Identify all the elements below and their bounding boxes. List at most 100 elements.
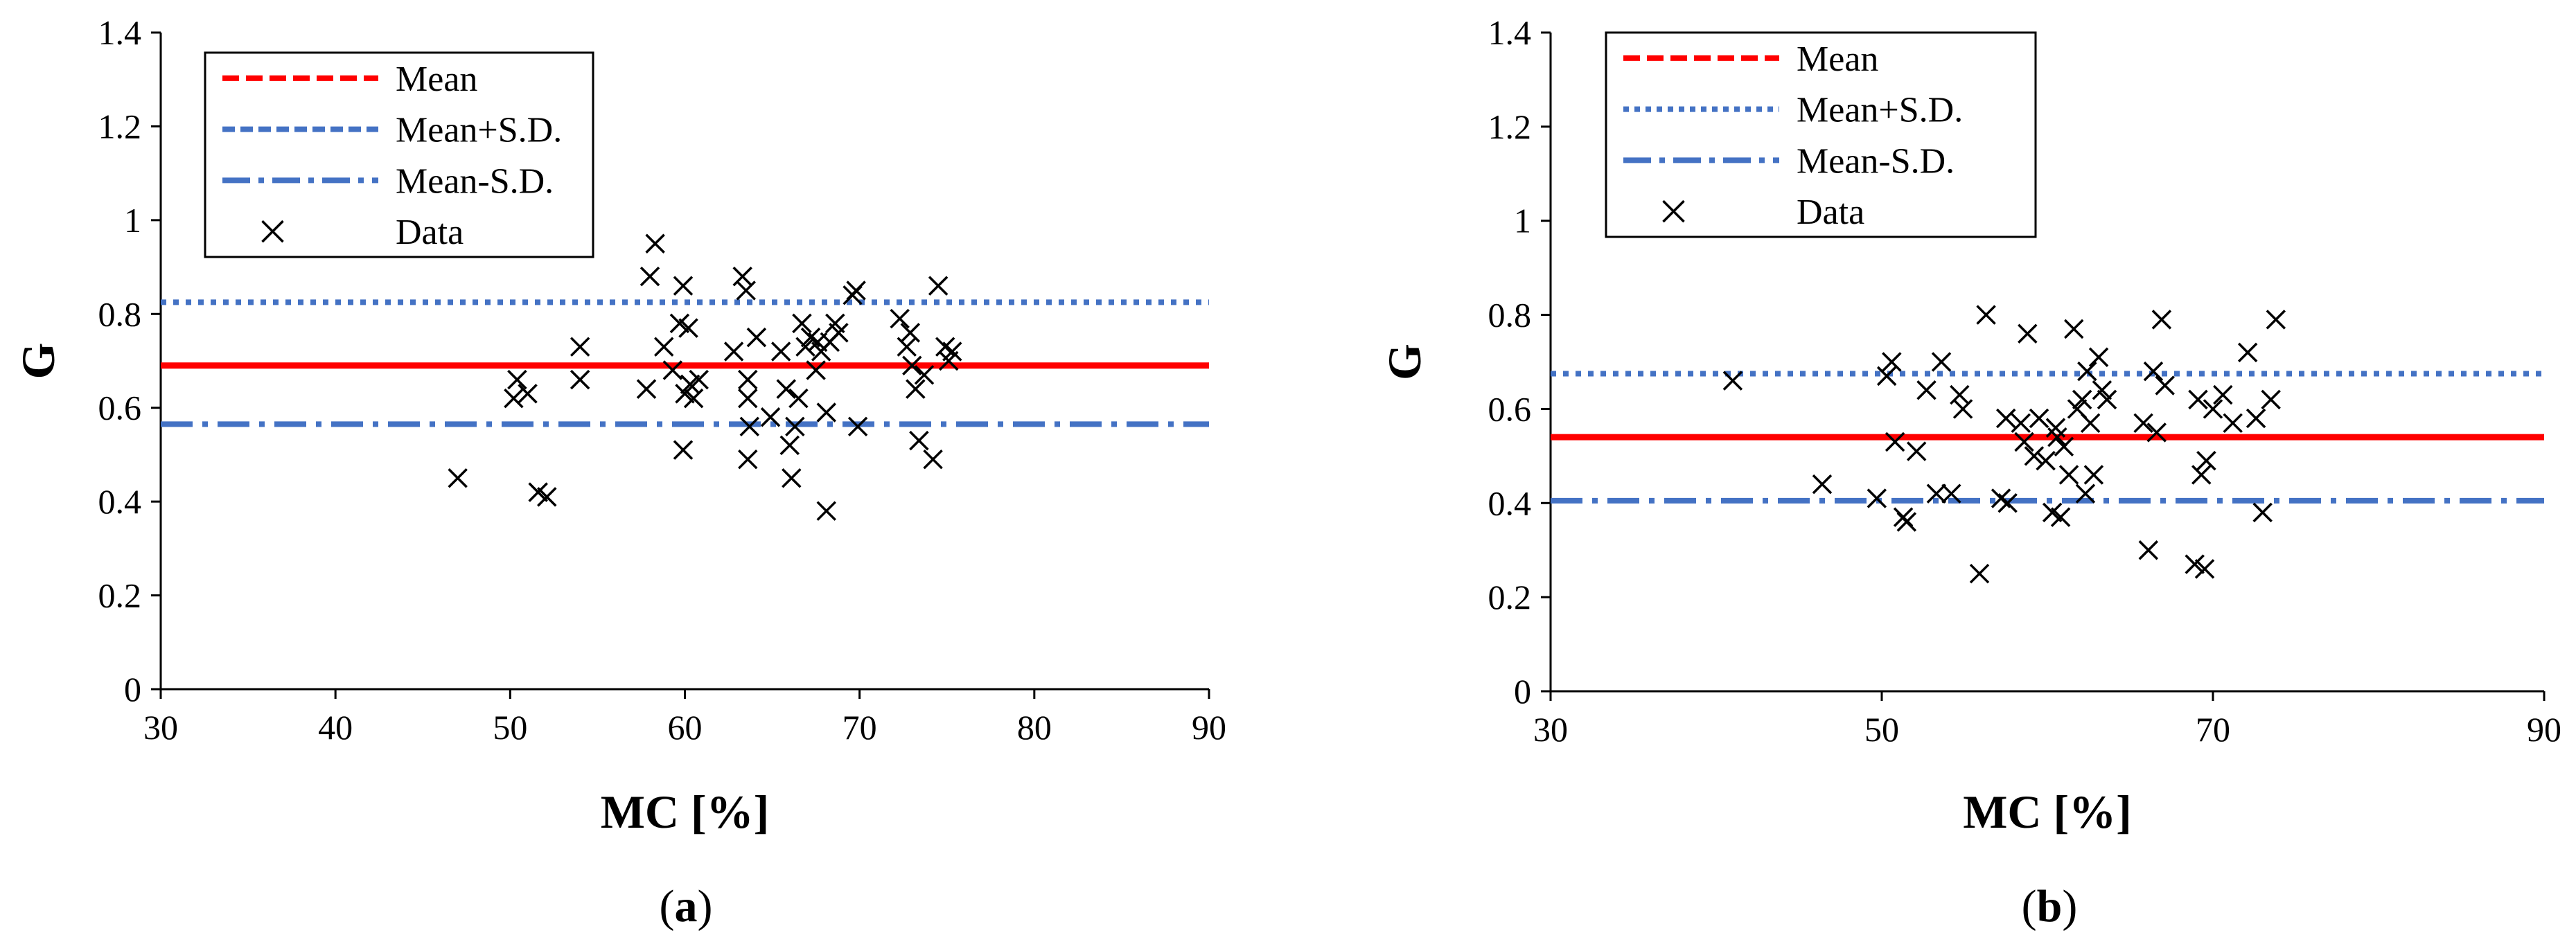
- data-point: [2064, 319, 2084, 339]
- data-point: [1996, 408, 2016, 429]
- data-point: [636, 379, 657, 399]
- data-point: [1906, 441, 1927, 461]
- data-point: [770, 341, 791, 362]
- data-point: [570, 369, 590, 390]
- y-tick-label: 1: [124, 201, 141, 240]
- y-tick-label: 1.4: [1488, 13, 1532, 52]
- data-point: [2213, 384, 2233, 405]
- data-point: [2146, 423, 2167, 443]
- data-point: [738, 369, 758, 390]
- data-point: [654, 337, 674, 357]
- x-tick-label: 90: [1192, 708, 1226, 747]
- data-point: [2223, 413, 2243, 434]
- data-point: [846, 281, 866, 301]
- legend: Mean Mean+S.D. Mean-S.D. Data: [1605, 31, 2037, 238]
- data-point: [1931, 352, 1952, 372]
- data-point: [942, 341, 962, 362]
- caption-close: ): [2062, 881, 2077, 932]
- x-tick-label: 40: [318, 708, 353, 747]
- x-tick-label: 50: [1864, 710, 1899, 749]
- data-point: [816, 402, 836, 423]
- data-point: [448, 468, 468, 488]
- data-point: [2133, 413, 2153, 434]
- data-point: [906, 379, 926, 399]
- y-tick-label: 0.6: [1488, 389, 1532, 428]
- x-tick-label: 80: [1017, 708, 1052, 747]
- data-point: [2191, 465, 2212, 485]
- data-point: [902, 355, 922, 376]
- data-point: [776, 379, 796, 399]
- data-point: [645, 233, 665, 254]
- data-point: [2088, 347, 2109, 367]
- data-point: [1926, 483, 1947, 504]
- y-tick-label: 0.6: [98, 389, 142, 427]
- data-point: [1976, 305, 1996, 325]
- data-point: [1997, 493, 2018, 513]
- data-point: [2018, 323, 2038, 344]
- data-point: [2266, 310, 2286, 330]
- y-tick-label: 0: [124, 670, 141, 709]
- data-point: [779, 435, 800, 456]
- x-tick-label: 60: [668, 708, 703, 747]
- data-point: [746, 327, 767, 348]
- data-point: [2014, 432, 2034, 452]
- data-point: [2054, 436, 2074, 457]
- data-point: [816, 501, 836, 521]
- data-point: [782, 468, 802, 488]
- data-point: [683, 388, 704, 409]
- data-point: [2036, 450, 2056, 471]
- data-point: [518, 384, 538, 404]
- data-point: [732, 266, 752, 287]
- legend: Mean Mean+S.D. Mean-S.D. Data: [204, 51, 594, 258]
- data-point: [2151, 310, 2172, 330]
- data-point: [928, 276, 949, 296]
- data-point: [2075, 483, 2096, 504]
- x-axis-label: MC [%]: [601, 785, 770, 838]
- data-point: [2077, 361, 2097, 382]
- data-point: [673, 276, 694, 296]
- data-point: [923, 449, 943, 470]
- data-point: [890, 308, 910, 329]
- y-tick-label: 0.2: [1488, 578, 1532, 616]
- legend-label: Mean+S.D.: [1797, 91, 1963, 130]
- data-point: [2194, 559, 2215, 579]
- data-point: [2185, 554, 2205, 574]
- data-point: [504, 388, 524, 409]
- data-point: [507, 369, 527, 390]
- y-tick-label: 1.2: [1488, 107, 1532, 146]
- data-point: [2050, 507, 2071, 527]
- data-point: [736, 281, 756, 301]
- legend-label: Mean+S.D.: [396, 111, 562, 150]
- data-point: [2072, 389, 2092, 410]
- data-point: [2237, 342, 2258, 363]
- data-point: [2155, 375, 2175, 396]
- legend-label: Mean: [396, 60, 477, 99]
- legend-box: [1605, 31, 2037, 238]
- data-point: [792, 313, 812, 334]
- data-point: [739, 416, 760, 437]
- data-point: [537, 487, 557, 507]
- data-point: [900, 323, 921, 343]
- legend-label: Mean-S.D.: [396, 161, 554, 201]
- y-tick-label: 1.4: [98, 13, 142, 52]
- chart-a: 0 0.2 0.4 0.6 0.8 1 1.2 1.4 30 40 50 60 70 80 90 MC [%]…: [12, 13, 1226, 932]
- data-point: [2143, 361, 2164, 382]
- x-tick-label: 70: [843, 708, 877, 747]
- data-point: [1722, 371, 1743, 391]
- y-axis-label: G: [1378, 344, 1431, 380]
- caption-open: (: [660, 881, 675, 932]
- data-point: [1867, 488, 1887, 508]
- data-point: [1882, 352, 1902, 372]
- data-point: [662, 360, 683, 380]
- data-point: [1969, 563, 1990, 584]
- data-point: [2011, 413, 2031, 434]
- data-point: [914, 365, 935, 385]
- data-point: [1916, 380, 1937, 400]
- y-axis-label: G: [12, 343, 64, 380]
- data-point: [1952, 399, 1973, 419]
- data-point: [1812, 474, 1833, 495]
- data-point: [2261, 389, 2281, 410]
- x-axis-label: MC [%]: [1963, 785, 2132, 838]
